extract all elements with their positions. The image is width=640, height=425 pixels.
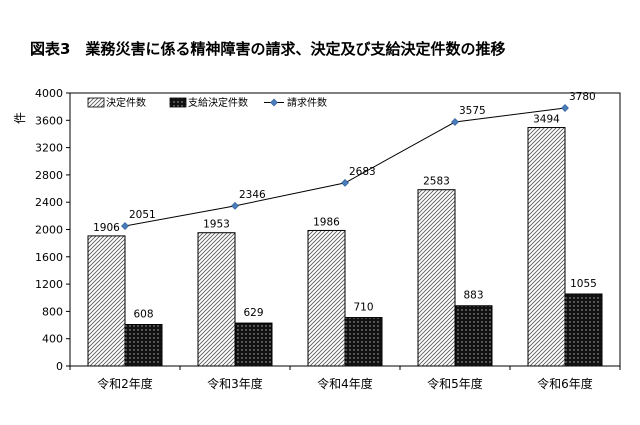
bar-decision-count xyxy=(197,232,236,367)
legend-label-request: 請求件数 xyxy=(287,96,327,109)
y-axis-unit-label: 件 xyxy=(13,112,27,124)
bar-decision-count xyxy=(307,229,346,367)
data-label-request: 2683 xyxy=(349,166,376,178)
x-category-label: 令和4年度 xyxy=(317,376,373,391)
y-tick-label: 2400 xyxy=(35,196,63,209)
y-tick-label: 2000 xyxy=(35,224,63,237)
y-tick-label: 2800 xyxy=(35,169,63,182)
request-point xyxy=(341,178,349,187)
y-tick-label: 4000 xyxy=(35,87,63,100)
data-label-decision: 2583 xyxy=(423,176,450,188)
request-line xyxy=(124,107,566,227)
data-label-decision: 1906 xyxy=(93,222,120,234)
data-label-decision: 1953 xyxy=(203,219,230,231)
legend: 決定件数 支給決定件数 請求件数 xyxy=(87,96,327,109)
bar-payment-decision-count xyxy=(124,324,163,367)
bar-decision-count xyxy=(417,189,456,367)
legend-swatch-decision xyxy=(87,97,105,108)
legend-label-payment: 支給決定件数 xyxy=(188,96,248,109)
data-label-request: 2051 xyxy=(129,209,156,221)
data-label-payment: 1055 xyxy=(570,278,597,290)
data-labels: 1906 608 1953 629 1986 710 2583 883 3494 1055 2051… xyxy=(93,91,597,320)
bars xyxy=(87,127,603,367)
y-tick-label: 400 xyxy=(42,333,63,346)
legend-swatch-request-marker xyxy=(270,98,278,107)
data-label-request: 3575 xyxy=(459,105,486,117)
axes: 0 400 800 1200 1600 2000 2400 2800 3200 3600 4000 件… xyxy=(13,87,621,391)
data-label-decision: 3494 xyxy=(533,114,560,126)
x-category-label: 令和5年度 xyxy=(427,376,483,391)
y-tick-label: 800 xyxy=(42,305,63,318)
legend-swatch-payment xyxy=(169,97,187,108)
bar-payment-decision-count xyxy=(234,322,273,367)
y-tick-label: 1600 xyxy=(35,251,63,264)
chart-title: 図表3 業務災害に係る精神障害の請求、決定及び支給決定件数の推移 xyxy=(30,40,506,58)
data-label-request: 3780 xyxy=(569,91,596,103)
x-category-label: 令和6年度 xyxy=(537,376,593,391)
x-category-label: 令和3年度 xyxy=(207,376,263,391)
bar-decision-count xyxy=(527,127,566,367)
data-label-payment: 608 xyxy=(133,309,153,321)
data-label-payment: 883 xyxy=(463,290,483,302)
bar-payment-decision-count xyxy=(454,305,493,367)
bar-payment-decision-count xyxy=(564,293,603,367)
bar-payment-decision-count xyxy=(344,317,383,367)
bar-decision-count xyxy=(87,235,126,367)
y-tick-label: 0 xyxy=(56,360,63,373)
request-line-series xyxy=(121,104,569,230)
request-point xyxy=(451,118,459,126)
y-tick-label: 3200 xyxy=(35,142,63,155)
y-tick-label: 1200 xyxy=(35,278,63,291)
request-point xyxy=(121,222,129,230)
request-point xyxy=(231,201,239,210)
request-point xyxy=(561,104,569,112)
y-tick-label: 3600 xyxy=(35,114,63,127)
data-label-payment: 629 xyxy=(243,307,263,319)
data-label-decision: 1986 xyxy=(313,216,340,228)
legend-label-decision: 決定件数 xyxy=(106,96,146,109)
data-label-request: 2346 xyxy=(239,189,266,201)
x-category-label: 令和2年度 xyxy=(97,376,153,391)
data-label-payment: 710 xyxy=(353,302,373,314)
